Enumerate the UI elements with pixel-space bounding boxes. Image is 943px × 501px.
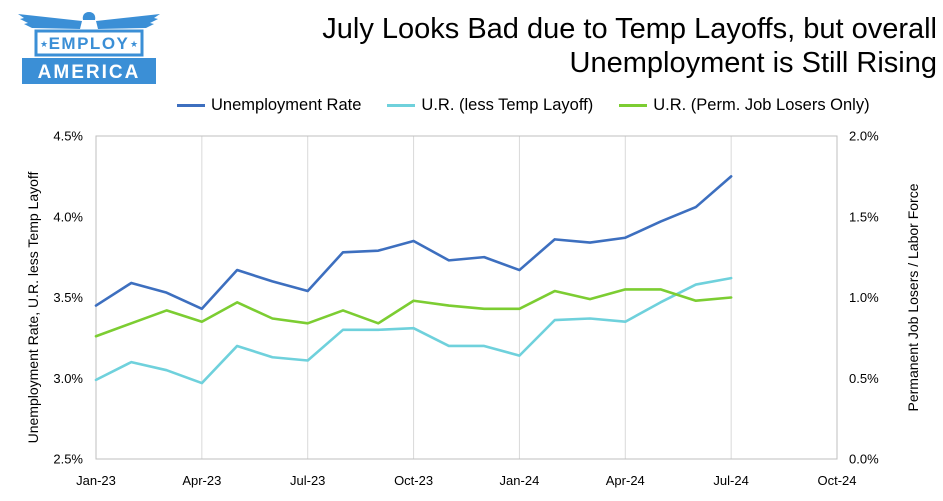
series-line-unemployment-rate	[94, 175, 733, 311]
x-tick-label: Jul-24	[713, 473, 748, 488]
series-line-u-r-less-temp-layoff	[94, 276, 733, 385]
legend-label: U.R. (Perm. Job Losers Only)	[653, 95, 870, 114]
star-icon: ★	[40, 40, 48, 50]
left-y-tick-label: 4.5%	[53, 129, 83, 144]
right-y-tick-label: 1.5%	[849, 209, 879, 224]
x-tick-label: Jan-23	[76, 473, 116, 488]
x-tick-label: Apr-23	[182, 473, 221, 488]
legend-item-ur-less-temp-layoff: U.R. (less Temp Layoff)	[387, 96, 593, 115]
x-tick-label: Jan-24	[500, 473, 540, 488]
logo-line1: EMPLOY	[49, 34, 130, 53]
x-tick-label: Apr-24	[606, 473, 645, 488]
right-y-tick-label: 0.0%	[849, 452, 879, 467]
legend-swatch	[387, 103, 416, 107]
chart-title-line2: Unemployment is Still Rising	[569, 47, 937, 79]
x-tick-label: Oct-23	[394, 473, 433, 488]
left-y-tick-label: 2.5%	[53, 452, 83, 467]
employ-america-logo: ★ ★ EMPLOY AMERICA	[18, 12, 160, 84]
legend-label: Unemployment Rate	[211, 95, 362, 114]
series-line-u-r-perm-job-losers-only	[94, 288, 733, 338]
legend-item-perm-job-losers: U.R. (Perm. Job Losers Only)	[619, 95, 870, 115]
star-icon: ★	[130, 40, 138, 50]
left-y-tick-label: 3.0%	[53, 371, 83, 386]
legend-label: U.R. (less Temp Layoff)	[421, 95, 594, 114]
logo-line2: AMERICA	[38, 62, 141, 83]
logo-top-box	[34, 29, 144, 57]
right-y-tick-label: 2.0%	[849, 129, 879, 144]
chart-title-line1: July Looks Bad due to Temp Layoffs, but …	[322, 13, 937, 45]
chart-legend: Unemployment Rate U.R. (less Temp Layoff…	[177, 93, 870, 117]
left-y-tick-label: 3.5%	[53, 290, 83, 305]
right-y-tick-label: 0.5%	[849, 371, 879, 386]
right-y-tick-label: 1.0%	[849, 290, 879, 305]
legend-swatch	[177, 103, 205, 107]
right-axis-title: Permanent Job Losers / Labor Force	[905, 183, 921, 411]
x-tick-label: Oct-24	[817, 473, 856, 488]
eagle-wings-icon	[18, 12, 160, 29]
left-axis-title: Unemployment Rate, U.R. less Temp Layoff	[25, 171, 41, 443]
logo-stars: ★ ★	[40, 40, 138, 50]
legend-swatch	[619, 103, 648, 107]
left-y-tick-label: 4.0%	[53, 209, 83, 224]
logo-bottom-box	[22, 58, 156, 84]
legend-item-unemployment-rate: Unemployment Rate	[177, 96, 361, 115]
x-tick-label: Jul-23	[290, 473, 325, 488]
plot-area-border	[95, 135, 838, 460]
